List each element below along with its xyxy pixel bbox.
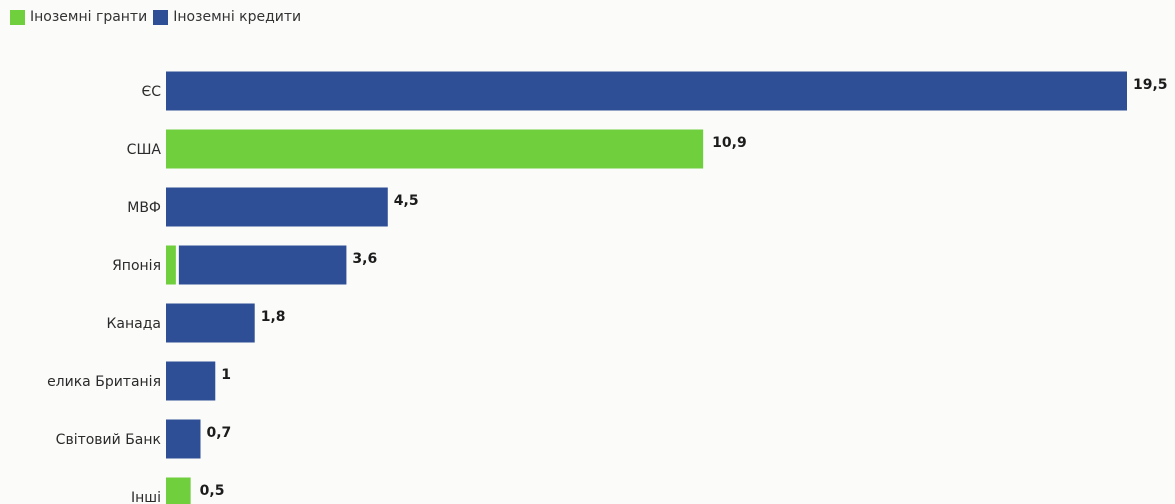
- bar-credits: [166, 303, 255, 343]
- value-label: 0,7: [206, 425, 231, 441]
- value-label: 0,5: [200, 483, 225, 499]
- value-label: 19,5: [1133, 77, 1168, 93]
- category-label: Інші: [131, 490, 161, 504]
- category-label: Японія: [112, 258, 161, 274]
- legend-item-credits: Іноземні кредити: [153, 9, 301, 25]
- category-label: США: [127, 142, 162, 158]
- bar-credits: [166, 361, 216, 401]
- legend-label-credits: Іноземні кредити: [173, 9, 302, 25]
- legend-label-grants: Іноземні гранти: [30, 9, 148, 25]
- bar-credits: [178, 245, 347, 285]
- value-label: 4,5: [394, 193, 419, 209]
- bar-credits: [166, 71, 1127, 111]
- bar-grants: [166, 477, 191, 504]
- category-label: Канада: [106, 316, 161, 332]
- category-label: елика Британія: [47, 374, 161, 390]
- bar-grants: [166, 245, 176, 285]
- category-label: ЄС: [141, 84, 161, 100]
- bar-credits: [166, 419, 201, 459]
- legend-swatch-grants: [10, 9, 25, 25]
- legend: Іноземні гранти Іноземні кредити: [10, 9, 307, 25]
- value-label: 1: [221, 367, 231, 383]
- category-label: Світовий Банк: [56, 432, 161, 448]
- legend-swatch-credits: [153, 9, 169, 25]
- value-label: 10,9: [712, 135, 747, 151]
- category-label: МВФ: [127, 200, 161, 216]
- bar-grants: [166, 129, 704, 169]
- value-label: 3,6: [352, 251, 377, 267]
- value-label: 1,8: [261, 309, 286, 325]
- bar-credits: [166, 187, 388, 227]
- legend-item-grants: Іноземні гранти: [10, 9, 147, 25]
